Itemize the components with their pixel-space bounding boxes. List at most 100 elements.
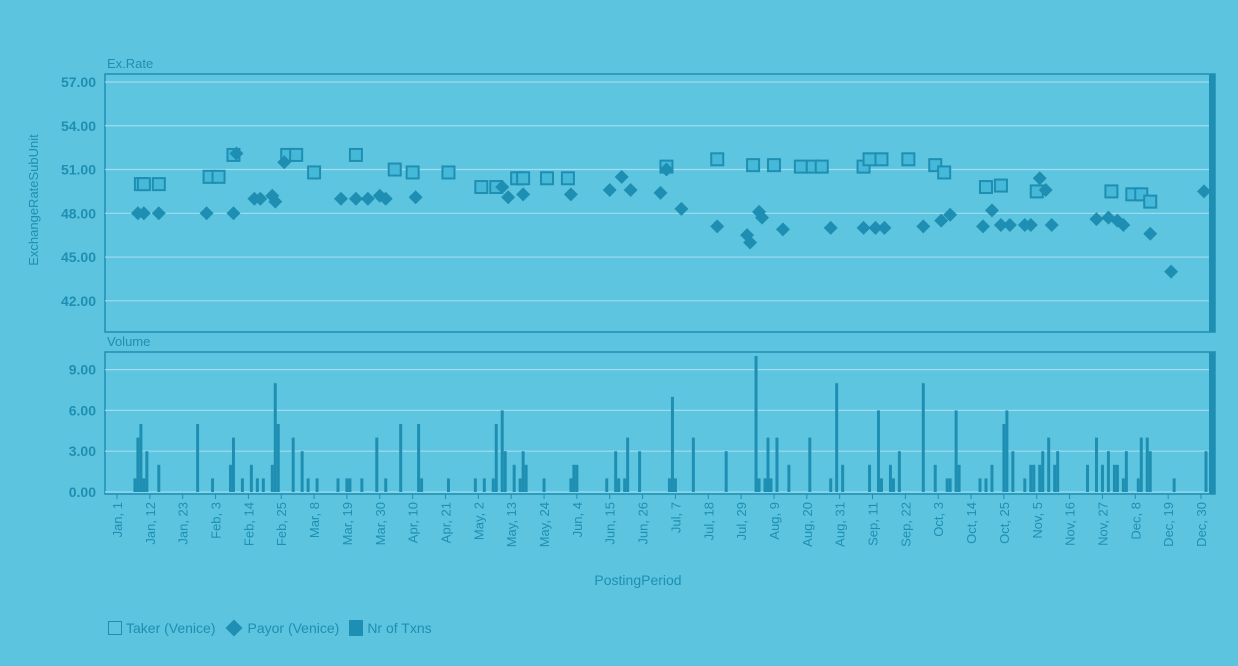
volume-bar: [1023, 478, 1027, 492]
volume-bar: [978, 478, 982, 492]
volume-bar: [512, 464, 516, 492]
x-tick-label: Apr, 10: [406, 502, 421, 543]
volume-bar: [384, 478, 388, 492]
volume-bar: [1011, 451, 1015, 492]
volume-bar: [868, 464, 872, 492]
payor-point: [199, 206, 214, 221]
volume-bar: [1121, 478, 1125, 492]
volume-bar: [575, 464, 579, 492]
volume-bar: [945, 478, 949, 492]
x-tick-label: Sep, 22: [898, 502, 913, 547]
x-tick-label: Oct, 3: [931, 502, 946, 537]
volume-bar: [375, 437, 379, 492]
volume-bar: [240, 478, 244, 492]
volume-bar: [336, 478, 340, 492]
volume-y-tick-label: 3.00: [69, 443, 96, 459]
volume-bar: [626, 437, 630, 492]
payor-point: [653, 185, 668, 200]
volume-bar: [623, 478, 627, 492]
volume-bar: [542, 478, 546, 492]
volume-bar: [1172, 478, 1176, 492]
volume-y-tick-label: 6.00: [69, 402, 96, 418]
volume-bar: [306, 478, 310, 492]
payor-point: [501, 190, 516, 205]
taker-point: [307, 165, 322, 180]
x-tick-label: Dec, 8: [1128, 502, 1143, 540]
volume-bar: [948, 478, 952, 492]
volume-bar: [315, 478, 319, 492]
x-tick-label: Jun, 4: [570, 502, 585, 537]
payor-point: [136, 206, 151, 221]
volume-bar: [638, 451, 642, 492]
taker-point: [1104, 184, 1119, 199]
volume-bar: [1115, 464, 1119, 492]
volume-bar: [775, 437, 779, 492]
volume-bar: [763, 478, 767, 492]
payor-point: [1023, 217, 1038, 232]
taker-point: [441, 165, 456, 180]
taker-point: [560, 171, 575, 186]
payor-point: [333, 191, 348, 206]
volume-bar: [255, 478, 259, 492]
payor-point: [1164, 264, 1179, 279]
volume-bar: [1145, 437, 1149, 492]
legend-item-txns[interactable]: Nr of Txns: [349, 620, 432, 636]
x-tick-label: Jul, 18: [701, 502, 716, 540]
payor-point: [993, 217, 1008, 232]
volume-bar: [954, 410, 958, 492]
taker-point: [136, 177, 151, 192]
payor-point: [1032, 171, 1047, 186]
payor-point: [976, 219, 991, 234]
volume-bar: [757, 478, 761, 492]
square-marker-icon: [108, 621, 122, 635]
volume-bar: [1038, 464, 1042, 492]
payor-point: [916, 219, 931, 234]
payor-point: [348, 191, 363, 206]
legend-label-taker: Taker (Venice): [126, 620, 216, 636]
payor-point: [378, 191, 393, 206]
volume-bar: [524, 464, 528, 492]
volume-bar: [211, 478, 215, 492]
x-tick-label: Oct, 14: [964, 502, 979, 544]
volume-bar: [417, 424, 421, 492]
volume-bar: [228, 464, 232, 492]
taker-point: [474, 180, 489, 195]
volume-bar: [145, 451, 149, 492]
legend-item-payor[interactable]: Payor (Venice): [225, 619, 340, 637]
taker-point: [746, 158, 761, 173]
volume-bar: [1005, 410, 1009, 492]
payor-point: [674, 201, 689, 216]
taker-point: [405, 165, 420, 180]
taker-point: [978, 180, 993, 195]
volume-bar: [420, 478, 424, 492]
legend-item-taker[interactable]: Taker (Venice): [108, 620, 215, 636]
payor-point: [868, 220, 883, 235]
volume-bar: [142, 478, 146, 492]
taker-point: [211, 169, 226, 184]
legend-label-payor: Payor (Venice): [247, 620, 340, 636]
taker-point: [901, 152, 916, 167]
taker-point: [766, 158, 781, 173]
volume-bar: [808, 437, 812, 492]
payor-point: [1143, 226, 1158, 241]
volume-bar: [399, 424, 403, 492]
volume-bar: [670, 396, 674, 492]
volume-bar: [276, 424, 280, 492]
volume-bar: [300, 451, 304, 492]
payor-point: [563, 187, 578, 202]
volume-bar: [1148, 451, 1152, 492]
payor-point: [775, 222, 790, 237]
volume-y-tick-label: 0.00: [69, 484, 96, 500]
volume-bar: [835, 383, 839, 492]
x-tick-label: May, 24: [537, 502, 552, 547]
x-tick-label: Nov, 16: [1063, 502, 1078, 546]
volume-bar: [1086, 464, 1090, 492]
volume-bar: [494, 424, 498, 492]
payor-point: [1089, 212, 1104, 227]
volume-scroll-bar[interactable]: [1209, 352, 1215, 494]
volume-bar: [348, 478, 352, 492]
payor-point: [623, 182, 638, 197]
exrate-scroll-bar[interactable]: [1209, 74, 1215, 332]
x-tick-label: Sep, 11: [866, 502, 881, 546]
volume-bar: [273, 383, 277, 492]
